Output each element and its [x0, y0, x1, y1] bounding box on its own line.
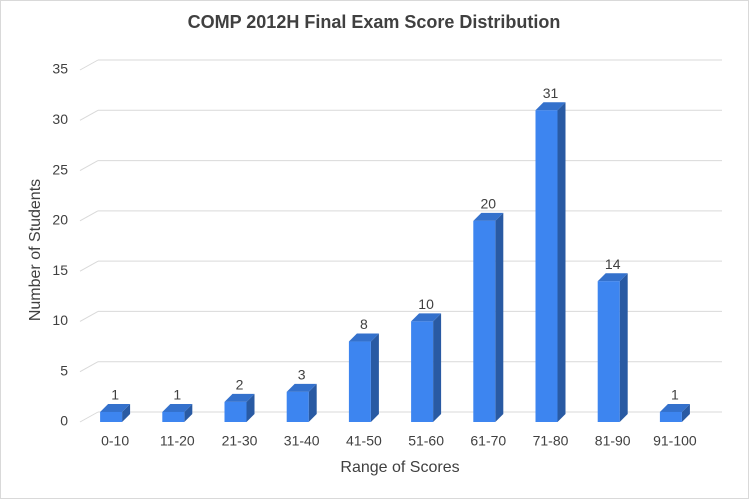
grid-line-side — [79, 260, 99, 272]
chart-title: COMP 2012H Final Exam Score Distribution — [188, 12, 561, 32]
bar-top — [224, 393, 255, 402]
grid-line-side — [79, 109, 99, 121]
bar — [162, 411, 185, 422]
data-label: 3 — [298, 367, 306, 383]
bar-side — [184, 403, 193, 422]
y-tick-label: 10 — [52, 312, 68, 328]
bar-top — [100, 403, 131, 412]
grid-line-side — [79, 59, 99, 71]
data-label: 2 — [236, 377, 244, 393]
x-tick-label: 31-40 — [284, 433, 320, 449]
bar — [348, 341, 371, 422]
bar — [100, 411, 123, 422]
y-axis-title: Number of Students — [27, 179, 44, 321]
bar-side — [557, 102, 566, 422]
y-tick-label: 30 — [52, 111, 68, 127]
bar-side — [370, 333, 379, 422]
bar — [659, 411, 682, 422]
data-label: 20 — [481, 196, 497, 212]
x-tick-label: 41-50 — [346, 433, 382, 449]
data-label: 1 — [173, 387, 181, 403]
bar-top — [659, 403, 690, 412]
grid-line-side — [79, 210, 99, 222]
x-tick-label: 81-90 — [595, 433, 631, 449]
bar-top — [411, 313, 442, 322]
y-tick-label: 15 — [52, 262, 68, 278]
grid-line-side — [79, 411, 99, 423]
bar — [286, 391, 309, 422]
data-label: 1 — [111, 387, 119, 403]
bar-side — [619, 273, 628, 422]
x-tick-label: 21-30 — [222, 433, 258, 449]
bar — [597, 281, 620, 422]
data-label: 14 — [605, 256, 621, 272]
bar-top — [597, 273, 628, 282]
bar-side — [308, 383, 317, 422]
x-tick-label: 0-10 — [101, 433, 129, 449]
y-tick-label: 5 — [60, 362, 68, 378]
y-tick-label: 0 — [60, 413, 68, 429]
grid-line-side — [79, 160, 99, 172]
bar-side — [246, 393, 255, 422]
bar-top — [473, 212, 504, 221]
bar-top — [348, 333, 379, 342]
bar — [411, 321, 434, 422]
x-axis-title: Range of Scores — [340, 459, 459, 476]
bar — [535, 110, 558, 422]
data-label: 10 — [418, 296, 434, 312]
x-tick-label: 61-70 — [470, 433, 506, 449]
bar-side — [433, 313, 442, 422]
x-tick-label: 91-100 — [653, 433, 697, 449]
bar-side — [495, 212, 504, 422]
data-label: 31 — [543, 85, 559, 101]
y-tick-label: 25 — [52, 161, 68, 177]
bar-top — [286, 383, 317, 392]
y-tick-label: 35 — [52, 61, 68, 77]
bar-side — [122, 403, 131, 422]
data-label: 1 — [671, 387, 679, 403]
y-tick-label: 20 — [52, 212, 68, 228]
grid-line-side — [79, 361, 99, 373]
bar-side — [681, 403, 690, 422]
bar-top — [162, 403, 193, 412]
x-tick-label: 51-60 — [408, 433, 444, 449]
bar — [224, 401, 247, 422]
x-tick-label: 71-80 — [533, 433, 569, 449]
x-tick-label: 11-20 — [160, 433, 195, 449]
bar — [473, 220, 496, 422]
grid-line-side — [79, 310, 99, 322]
bar-top — [535, 102, 566, 111]
data-label: 8 — [360, 316, 368, 332]
